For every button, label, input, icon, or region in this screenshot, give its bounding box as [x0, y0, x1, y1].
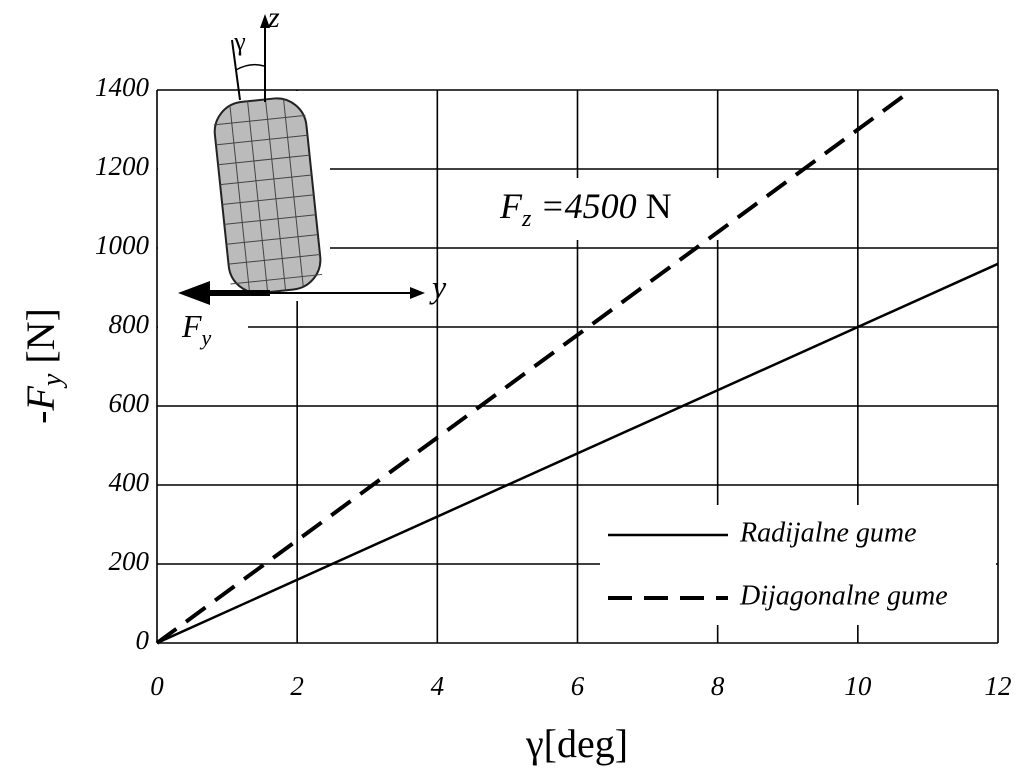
y-axis-label-main: -F: [18, 386, 63, 424]
y-tick-label: 0: [136, 625, 150, 655]
y-tick-label: 1000: [95, 230, 150, 260]
annotation-sub: z: [521, 206, 532, 232]
legend-label: Radijalne gume: [739, 517, 917, 548]
y-tick-label: 600: [109, 388, 150, 418]
y-tick-label: 200: [109, 546, 150, 576]
inset-lateral-axis: y: [429, 268, 447, 304]
inset-angle: γ: [233, 27, 246, 56]
x-tick-label: 2: [290, 671, 304, 701]
y-axis-label-unit: [N]: [18, 308, 63, 374]
inset-vertical-axis: z: [267, 1, 280, 34]
x-tick-label: 10: [844, 671, 872, 701]
annotation-main: F: [499, 186, 523, 226]
y-tick-label: 400: [109, 467, 150, 497]
x-axis-label: γ[deg]: [525, 721, 628, 766]
x-tick-label: 6: [571, 671, 585, 701]
y-tick-label: 1200: [95, 151, 150, 181]
y-tick-label: 1400: [95, 72, 150, 102]
y-axis-label: -Fy [N]: [18, 308, 68, 424]
annotation-value: =4500: [531, 186, 636, 226]
annotation-unit: N: [637, 186, 672, 226]
x-tick-label: 0: [150, 671, 164, 701]
x-tick-label: 8: [711, 671, 725, 701]
x-tick-label: 4: [431, 671, 445, 701]
chart: γ z y Fy Fz =4500 N γ[deg] -Fy [N] 02004…: [0, 0, 1025, 777]
inset-force-sub: y: [200, 325, 212, 350]
y-tick-label: 800: [109, 309, 150, 339]
x-tick-label: 12: [985, 671, 1012, 701]
inset-force-main: F: [181, 308, 202, 344]
legend-label: Dijagonalne gume: [739, 580, 948, 611]
y-axis-label-sub: y: [37, 373, 68, 389]
